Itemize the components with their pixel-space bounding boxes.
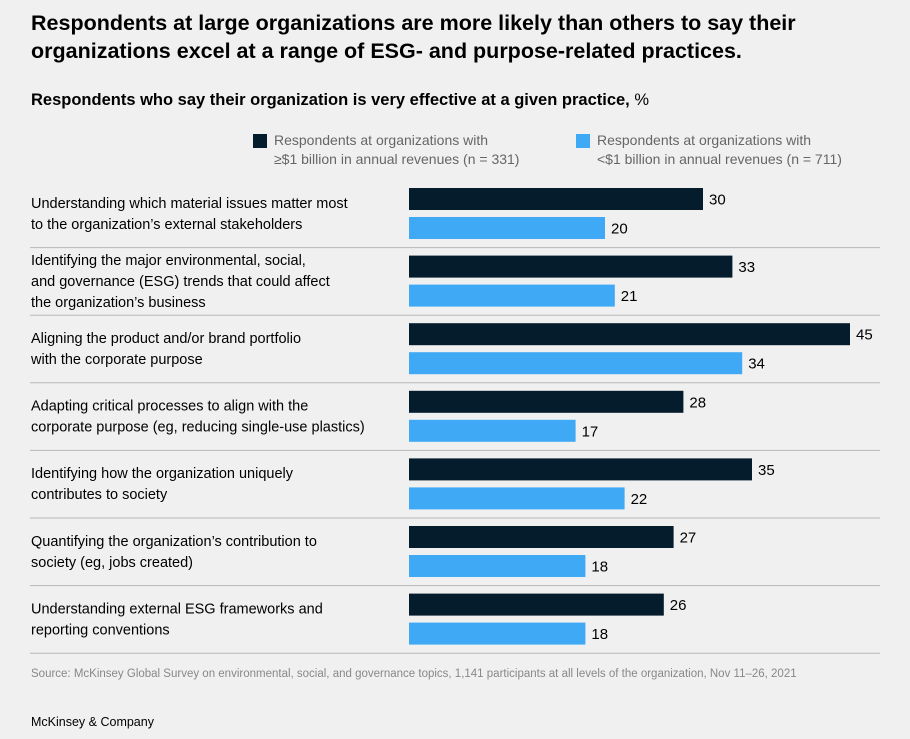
bar-large-org bbox=[409, 458, 752, 481]
bar-large-org bbox=[409, 188, 703, 210]
value-label: 18 bbox=[591, 559, 608, 576]
legend-item-large: Respondents at organizations with ≥$1 bi… bbox=[253, 131, 519, 169]
category-label-line: the organization’s business bbox=[31, 295, 206, 311]
category-label-line: corporate purpose (eg, reducing single-u… bbox=[31, 420, 365, 436]
subtitle-main: Respondents who say their organization i… bbox=[31, 91, 630, 109]
category-label-line: contributes to society bbox=[31, 487, 168, 503]
category-label-line: Identifying how the organization uniquel… bbox=[31, 466, 294, 482]
legend-label-small: Respondents at organizations with <$1 bi… bbox=[597, 132, 842, 167]
bar-large-org bbox=[409, 526, 674, 548]
category-label-line: with the corporate purpose bbox=[30, 352, 203, 368]
value-label: 33 bbox=[738, 259, 755, 276]
value-label: 22 bbox=[631, 491, 648, 508]
value-label: 17 bbox=[582, 423, 599, 440]
legend-label-large: Respondents at organizations with ≥$1 bi… bbox=[274, 132, 520, 167]
category-label-line: Aligning the product and/or brand portfo… bbox=[31, 331, 301, 347]
category-label-line: Quantifying the organization’s contribut… bbox=[31, 534, 317, 550]
category-label: Aligning the product and/or brand portfo… bbox=[30, 331, 301, 368]
category-label: Quantifying the organization’s contribut… bbox=[31, 534, 317, 571]
bar-small-org bbox=[409, 284, 615, 307]
bar-large-org bbox=[409, 593, 664, 616]
category-label-line: and governance (ESG) trends that could a… bbox=[31, 274, 330, 290]
value-label: 26 bbox=[670, 597, 687, 614]
bar-small-org bbox=[409, 217, 605, 239]
value-label: 35 bbox=[758, 462, 775, 479]
legend-item-small: Respondents at organizations with <$1 bi… bbox=[576, 131, 842, 169]
category-label-line: Adapting critical processes to align wit… bbox=[31, 399, 308, 415]
bar-small-org bbox=[409, 555, 586, 577]
bar-large-org bbox=[409, 255, 733, 278]
category-label-line: Identifying the major environmental, soc… bbox=[31, 253, 306, 269]
value-label: 34 bbox=[748, 356, 765, 373]
bar-small-org bbox=[409, 419, 576, 442]
chart-title: Respondents at large organizations are m… bbox=[31, 11, 796, 63]
value-label: 27 bbox=[680, 530, 697, 547]
value-label: 45 bbox=[856, 327, 873, 344]
value-label: 20 bbox=[611, 221, 628, 238]
value-label: 28 bbox=[689, 394, 706, 411]
bar-large-org bbox=[409, 390, 684, 413]
bar-small-org bbox=[409, 622, 586, 645]
category-label: Understanding which material issues matt… bbox=[31, 196, 348, 233]
category-label: Adapting critical processes to align wit… bbox=[31, 399, 365, 436]
legend-swatch-small bbox=[576, 134, 590, 148]
category-label-line: Understanding external ESG frameworks an… bbox=[31, 601, 323, 617]
bar-small-org bbox=[409, 352, 743, 375]
bar-large-org bbox=[409, 323, 850, 346]
chart-subtitle: Respondents who say their organization i… bbox=[31, 90, 649, 110]
value-label: 21 bbox=[621, 288, 638, 305]
bar-small-org bbox=[409, 487, 625, 510]
category-label: Identifying how the organization uniquel… bbox=[31, 466, 294, 503]
category-label-line: to the organization’s external stakehold… bbox=[31, 217, 302, 233]
legend-swatch-large bbox=[253, 134, 267, 148]
category-label-line: Understanding which material issues matt… bbox=[31, 196, 348, 212]
subtitle-unit: % bbox=[634, 91, 650, 109]
source-note: Source: McKinsey Global Survey on enviro… bbox=[31, 668, 797, 680]
value-label: 30 bbox=[709, 192, 726, 209]
value-label: 18 bbox=[591, 626, 608, 643]
category-label: Identifying the major environmental, soc… bbox=[31, 253, 330, 311]
category-label: Understanding external ESG frameworks an… bbox=[31, 601, 323, 638]
brand-name: McKinsey & Company bbox=[31, 715, 154, 729]
category-label-line: reporting conventions bbox=[31, 622, 170, 638]
category-label-line: society (eg, jobs created) bbox=[31, 555, 193, 571]
